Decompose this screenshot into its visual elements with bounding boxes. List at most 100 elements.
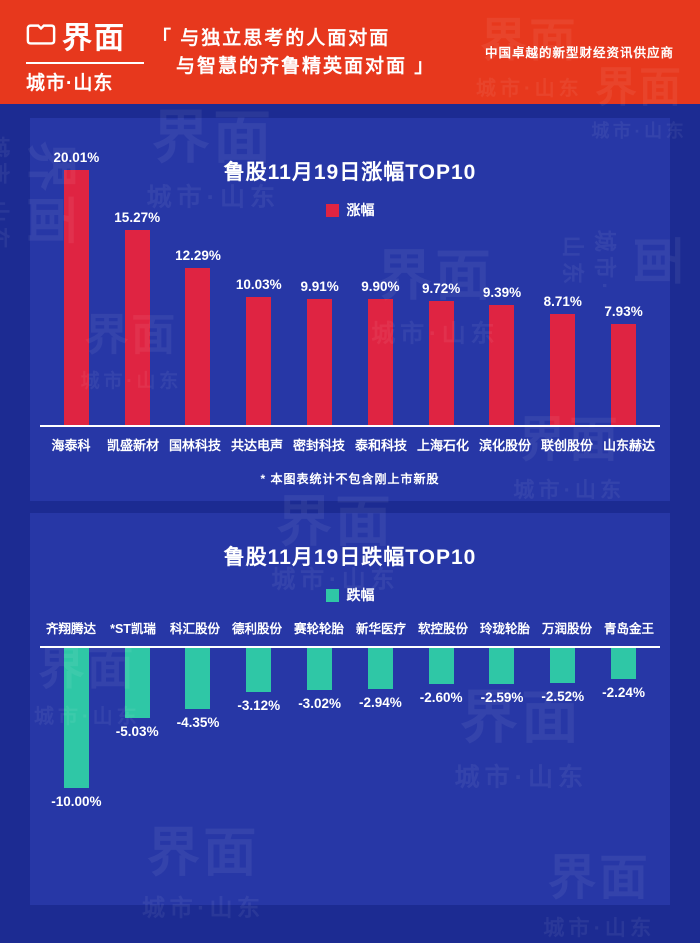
category-label: *ST凯瑞	[110, 622, 156, 636]
bar-value-label: 15.27%	[114, 210, 161, 225]
bar-column: -2.52%	[532, 648, 593, 704]
gain-chart-title: 鲁股11月19日涨幅TOP10	[223, 161, 477, 184]
gain-bar	[611, 324, 637, 425]
loss-chart-title: 鲁股11月19日跌幅TOP10	[223, 546, 477, 569]
loss-bar	[428, 648, 454, 684]
quote-line-2: 与智慧的齐鲁精英面对面 」	[176, 55, 436, 77]
watermark-sub-text: 城市·山东	[0, 135, 10, 254]
bar-column: -3.02%	[289, 648, 350, 711]
gain-axis-line	[40, 425, 660, 427]
header-banner: 界面 城市·山东 「 与独立思考的人面对面 与智慧的齐鲁精英面对面 」 中国卓越…	[0, 0, 700, 104]
bar-column: -5.03%	[107, 648, 168, 739]
bar-column: 12.29%	[168, 248, 229, 425]
gain-bars-plot: 20.01% 15.27% 12.29% 10.03% 9.91% 9.90% 9.72% 9…	[46, 145, 654, 425]
bar-value-label: 7.93%	[604, 304, 643, 319]
bar-value-label: -5.03%	[115, 724, 159, 739]
bar-value-label: -2.59%	[480, 690, 524, 705]
bar-column: -2.59%	[472, 648, 533, 705]
bar-value-label: -4.35%	[176, 715, 220, 730]
loss-chart-card: 鲁股11月19日跌幅TOP10 跌幅 齐翔腾达 *ST凯瑞 科汇股份 德利股份 赛轮轮胎…	[30, 513, 670, 905]
brand-sub-text: 城市·山东	[26, 73, 114, 94]
gain-category-row: 海泰科 凯盛新材 国林科技 共达电声 密封科技 泰和科技 上海石化 滨化股份 联创股份 山东赫达	[40, 435, 660, 454]
category-label: 万润股份	[541, 622, 592, 636]
bar-value-label: -3.12%	[237, 698, 281, 713]
loss-bar	[246, 648, 272, 692]
category-label: 上海石化	[416, 438, 469, 453]
bar-value-label: -3.02%	[298, 696, 341, 711]
loss-bar	[489, 648, 515, 684]
gain-legend-swatch	[325, 203, 339, 217]
category-label: 科汇股份	[169, 622, 220, 636]
bar-value-label: 9.90%	[361, 279, 400, 294]
bar-column: 15.27%	[107, 210, 168, 425]
bar-value-label: -2.24%	[602, 685, 645, 700]
loss-legend: 跌幅	[30, 585, 670, 605]
category-label: 新华医疗	[355, 622, 406, 636]
loss-bar	[124, 648, 150, 718]
gain-bar	[63, 170, 89, 425]
category-label: 软控股份	[417, 622, 468, 636]
category-label: 密封科技	[292, 438, 345, 453]
loss-bar	[185, 648, 211, 709]
loss-bar	[63, 648, 89, 788]
gain-bar	[185, 268, 211, 425]
watermark-sub-text: 城市·山东	[543, 917, 656, 941]
bar-column: 9.39%	[472, 285, 533, 425]
bar-value-label: 10.03%	[235, 277, 282, 292]
category-label: 共达电声	[230, 438, 283, 453]
header-quote: 「 与独立思考的人面对面 与智慧的齐鲁精英面对面 」	[152, 25, 435, 80]
category-label: 德利股份	[231, 622, 282, 636]
loss-axis-line	[40, 646, 660, 648]
gain-bar	[489, 305, 515, 425]
gain-bar	[428, 301, 454, 425]
loss-bar	[367, 648, 393, 689]
category-label: 滨化股份	[478, 438, 531, 453]
brand-text: 界面	[62, 22, 126, 55]
bar-column: 8.71%	[532, 294, 593, 425]
loss-category-row: 齐翔腾达 *ST凯瑞 科汇股份 德利股份 赛轮轮胎 新华医疗 软控股份 玲珑轮胎 万润股份 青岛金…	[40, 618, 660, 637]
bar-column: 20.01%	[46, 150, 107, 425]
loss-legend-label: 跌幅	[346, 587, 375, 603]
bar-column: -3.12%	[228, 648, 289, 713]
gain-legend: 涨幅	[30, 200, 670, 220]
bar-value-label: 9.72%	[422, 281, 461, 296]
loss-bar	[307, 648, 333, 690]
bar-value-label: -2.52%	[541, 689, 585, 704]
gain-chart-card: 鲁股11月19日涨幅TOP10 涨幅 20.01% 15.27% 12.29% 10.…	[30, 118, 670, 501]
bar-column: -2.24%	[593, 648, 654, 700]
category-label: 赛轮轮胎	[293, 622, 344, 636]
bar-column: -10.00%	[46, 648, 107, 809]
bar-value-label: 12.29%	[175, 248, 221, 263]
loss-legend-swatch	[325, 588, 339, 602]
jiemian-logo: 界面 城市·山东	[26, 13, 144, 95]
bar-column: -2.60%	[411, 648, 472, 705]
bar-value-label: 9.91%	[300, 279, 339, 294]
bar-column: 10.03%	[228, 277, 289, 425]
category-label: 青岛金王	[603, 622, 654, 636]
category-label: 海泰科	[51, 438, 91, 453]
jiemian-logo-icon	[26, 23, 56, 47]
header-tagline: 中国卓越的新型财经资讯供应商	[484, 46, 674, 60]
gain-bar	[550, 314, 576, 425]
bar-value-label: -2.94%	[358, 695, 402, 710]
bar-column: 9.72%	[411, 281, 472, 425]
loss-bar	[550, 648, 576, 683]
bar-value-label: -2.60%	[419, 690, 463, 705]
bar-column: 9.91%	[289, 279, 350, 425]
gain-bar	[367, 299, 393, 425]
gain-bar	[246, 297, 272, 425]
gain-legend-label: 涨幅	[346, 202, 375, 218]
category-label: 泰和科技	[354, 438, 407, 453]
category-label: 国林科技	[168, 438, 221, 453]
logo-divider	[26, 62, 144, 64]
chart-note: * 本图表统计不包含刚上市新股	[260, 472, 440, 486]
gain-bar	[307, 299, 333, 425]
logo-top-row: 界面	[26, 13, 144, 57]
loss-bar	[611, 648, 637, 679]
bar-column: -4.35%	[168, 648, 229, 730]
category-label: 玲珑轮胎	[479, 622, 530, 636]
loss-bars-plot: -10.00% -5.03% -4.35% -3.12% -3.02% -2.94% -2.…	[46, 648, 654, 868]
bar-value-label: 20.01%	[53, 150, 100, 165]
bar-value-label: 8.71%	[543, 294, 582, 309]
bar-value-label: -10.00%	[51, 794, 102, 809]
